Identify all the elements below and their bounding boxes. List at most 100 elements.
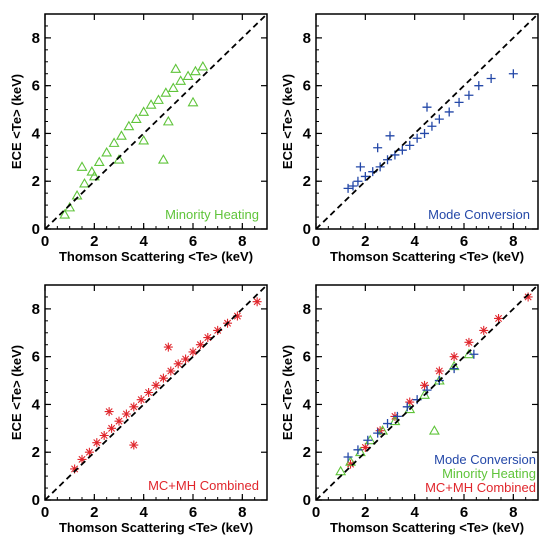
y-tick-label: 8 [303,301,311,318]
data-point-asterisk [144,388,154,397]
y-tick-label: 6 [32,349,40,366]
data-point-plus [383,419,393,429]
x-tick-label: 4 [410,504,419,521]
data-point-triangle [162,115,174,126]
data-point-plus [343,183,353,193]
data-point-triangle [428,425,440,435]
data-point-asterisk [129,440,139,450]
data-points [59,60,209,219]
x-tick-label: 8 [509,233,517,250]
data-point-plus [363,435,373,445]
y-axis-label: ECE <Te> (keV) [9,345,24,440]
y-axis-label: ECE <Te> (keV) [280,74,295,169]
data-point-triangle [175,75,187,85]
data-point-asterisk [84,447,94,457]
x-tick-label: 0 [312,504,320,521]
data-point-asterisk [232,311,242,321]
data-point-plus [469,349,479,359]
x-axis-label: Thomson Scattering <Te> (keV) [59,520,253,535]
data-point-plus [392,411,402,421]
x-tick-label: 6 [189,504,197,521]
y-axis-label: ECE <Te> (keV) [280,345,295,440]
data-point-asterisk [99,431,109,440]
data-point-plus [464,90,474,100]
data-point-plus [434,114,444,124]
y-tick-label: 0 [32,221,40,238]
panel-annotation: MC+MH Combined [148,478,259,493]
data-point-asterisk [523,292,533,302]
data-point-plus [474,81,484,91]
x-tick-label: 0 [312,233,320,250]
data-point-triangle [79,178,90,188]
data-point-plus [373,143,383,153]
data-point-asterisk [420,380,430,390]
x-tick-label: 4 [139,504,148,521]
x-tick-label: 2 [361,233,369,250]
data-point-triangle [190,65,201,76]
data-point-plus [375,162,385,172]
data-point-asterisk [213,325,223,335]
data-point-plus [412,133,422,143]
data-point-asterisk [173,359,183,369]
y-tick-label: 6 [303,349,311,366]
y-tick-label: 4 [303,125,312,142]
data-point-asterisk [346,459,356,469]
data-point-plus [383,155,393,165]
data-point-asterisk [360,442,370,452]
data-point-triangle [182,70,194,81]
data-point-triangle [116,130,127,140]
data-point-plus [348,181,358,191]
x-tick-label: 8 [238,504,246,521]
y-tick-label: 4 [32,125,41,142]
y-tick-label: 0 [303,221,311,238]
x-tick-label: 4 [410,233,419,250]
data-point-asterisk [104,407,114,417]
data-point-asterisk [92,438,102,448]
x-tick-label: 8 [238,233,246,250]
data-point-triangle [187,96,199,107]
data-point-asterisk [158,373,168,383]
data-points [343,69,518,193]
legend-entry: Minority Heating [442,466,536,481]
data-point-plus [454,97,464,107]
y-tick-label: 2 [303,173,311,190]
y-tick-label: 0 [32,492,40,509]
x-tick-label: 0 [41,233,49,250]
x-tick-label: 2 [361,504,369,521]
data-point-asterisk [114,416,124,426]
x-tick-label: 8 [509,504,517,521]
data-point-asterisk [77,454,87,464]
data-point-triangle [138,106,150,116]
data-point-triangle [145,99,157,109]
data-point-plus [360,171,370,181]
data-point-plus [373,428,383,438]
data-point-plus [422,102,432,112]
data-point-asterisk [479,325,489,335]
reference-line-y-equals-x [45,285,267,500]
data-point-plus [353,445,363,455]
x-axis-label: Thomson Scattering <Te> (keV) [59,249,253,264]
data-point-plus [405,140,415,150]
data-point-plus [427,121,437,131]
data-point-triangle [138,135,150,145]
data-point-asterisk [494,313,504,323]
reference-line-y-equals-x [316,14,538,229]
data-point-asterisk [449,352,459,362]
legend-entry: MC+MH Combined [425,480,536,495]
y-tick-label: 2 [32,173,40,190]
reference-line-y-equals-x [316,285,538,500]
data-point-asterisk [195,340,205,350]
data-point-asterisk [129,402,139,412]
data-point-triangle [76,161,88,171]
data-point-asterisk [181,354,191,364]
data-point-plus [486,74,496,83]
data-point-asterisk [188,347,198,357]
data-point-asterisk [464,337,474,347]
data-point-asterisk [405,397,415,407]
data-point-plus [402,402,412,412]
data-point-plus [353,176,363,186]
data-point-asterisk [121,409,131,419]
legend-entry: Mode Conversion [434,452,536,467]
